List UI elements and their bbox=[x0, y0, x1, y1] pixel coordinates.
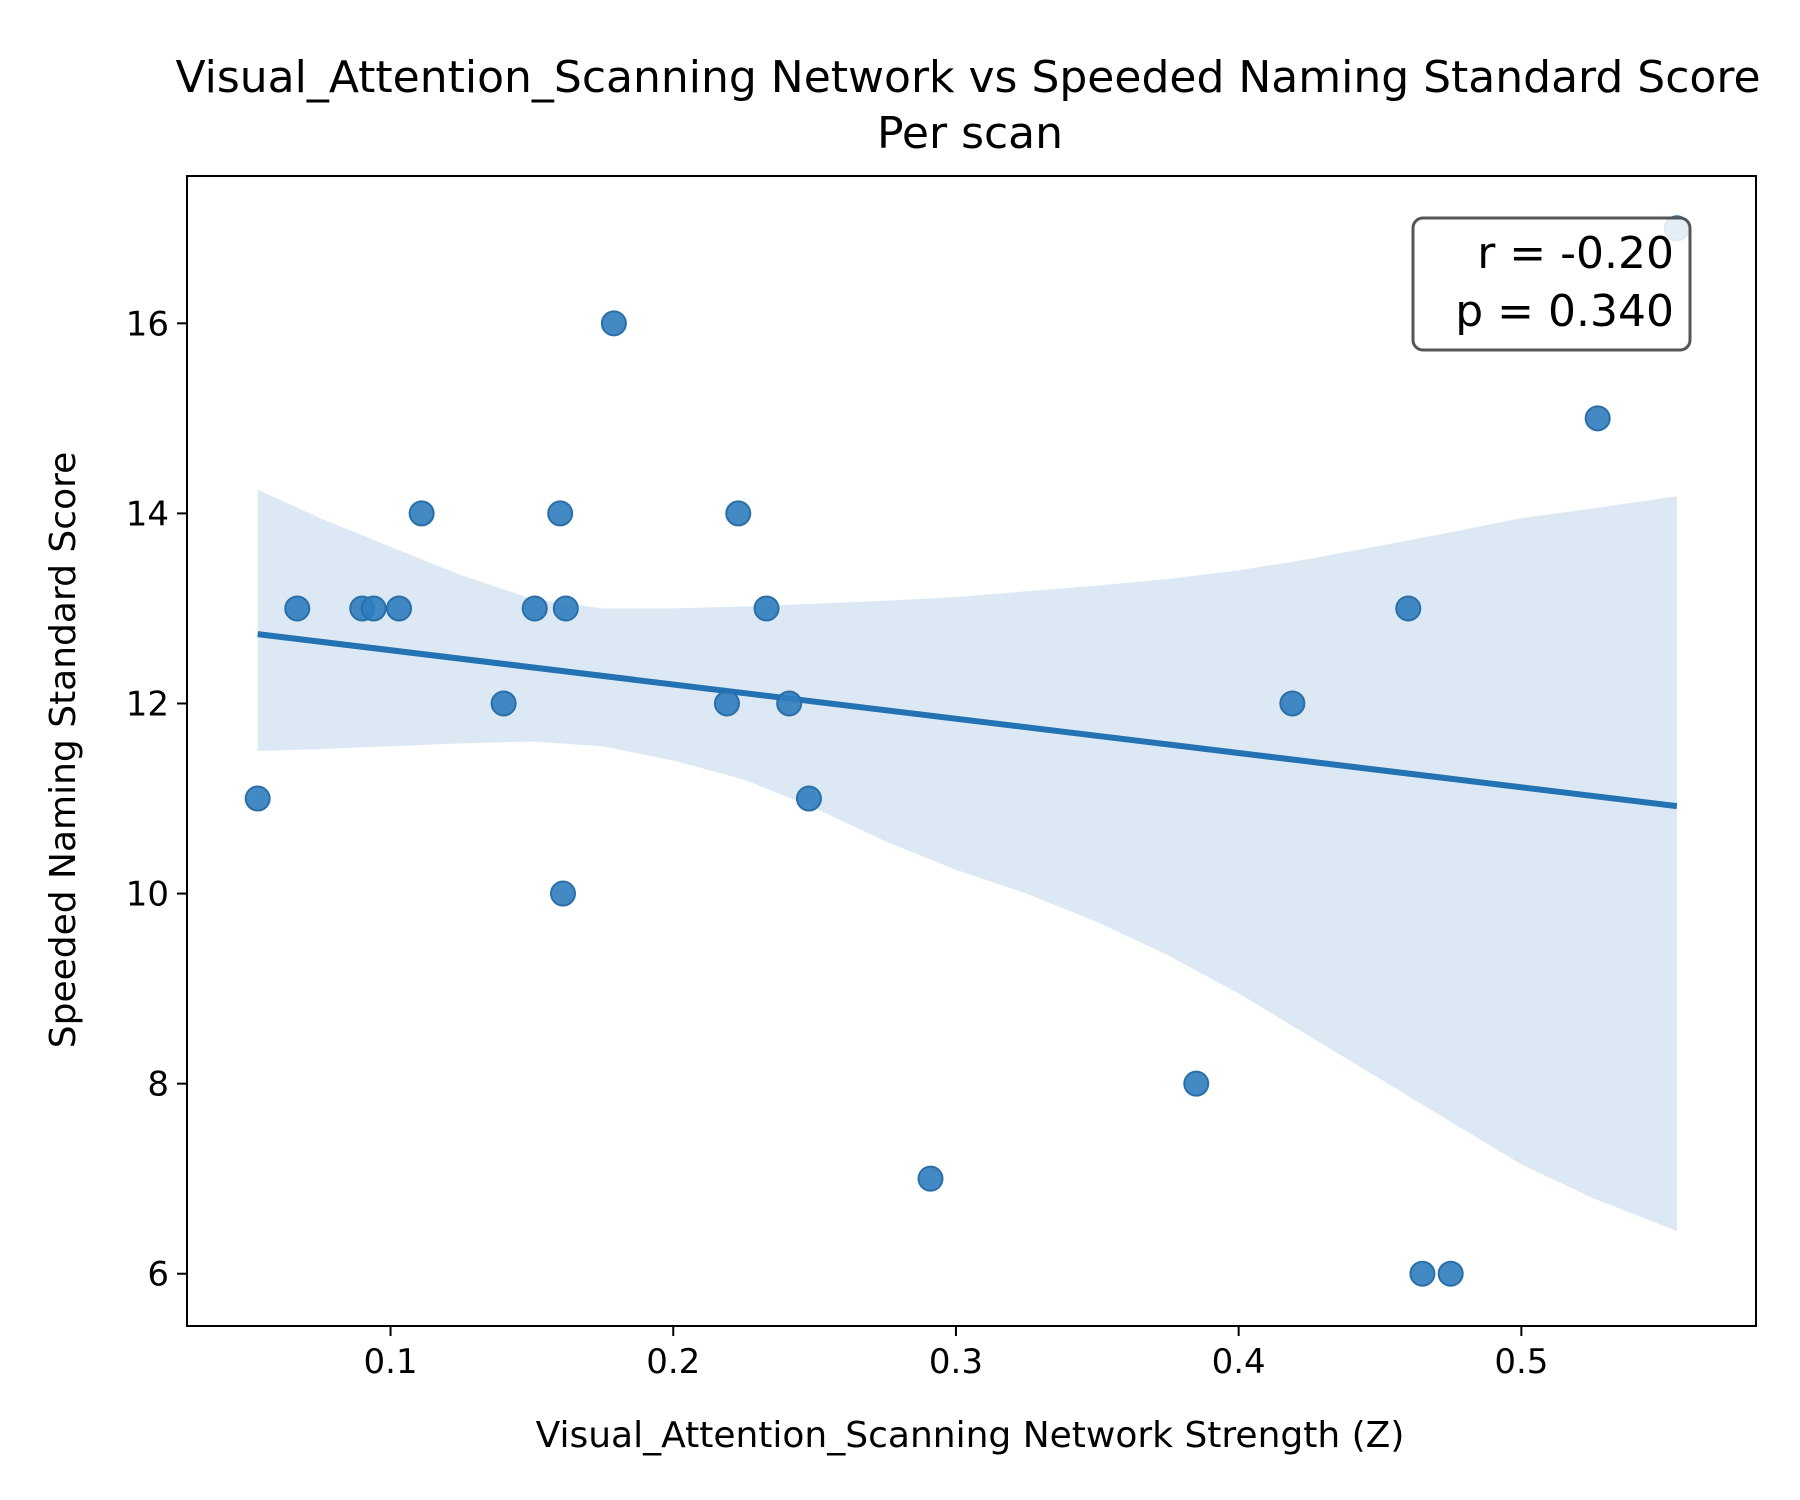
data-point bbox=[776, 690, 803, 717]
data-point bbox=[600, 310, 627, 337]
stats-box-frame bbox=[1411, 216, 1692, 352]
data-point bbox=[1409, 1260, 1436, 1287]
data-point bbox=[284, 595, 311, 622]
x-axis-label: Visual_Attention_Scanning Network Streng… bbox=[536, 1415, 1405, 1456]
x-tick-label: 0.4 bbox=[1212, 1342, 1266, 1382]
data-point bbox=[244, 785, 271, 812]
regression-line bbox=[257, 631, 1678, 810]
data-points-layer bbox=[244, 215, 1690, 1287]
y-tick-label: 10 bbox=[126, 875, 169, 915]
stats-box: r = -0.20 p = 0.340 bbox=[1411, 216, 1692, 352]
data-point bbox=[490, 690, 517, 717]
data-point bbox=[795, 785, 822, 812]
data-point bbox=[1584, 405, 1611, 432]
y-axis-ticks: 6 8 10 12 14 16 bbox=[126, 304, 187, 1295]
stats-r-value: r = -0.20 bbox=[1477, 228, 1674, 279]
data-point bbox=[1437, 1260, 1464, 1287]
x-axis-ticks: 0.1 0.2 0.3 0.4 0.5 bbox=[364, 1326, 1548, 1382]
data-point bbox=[1183, 1070, 1210, 1097]
x-tick-label: 0.2 bbox=[646, 1342, 700, 1382]
data-point bbox=[547, 500, 574, 527]
data-point bbox=[725, 500, 752, 527]
data-point bbox=[408, 500, 435, 527]
data-point bbox=[549, 880, 576, 907]
chart-title-line1: Visual_Attention_Scanning Network vs Spe… bbox=[175, 52, 1760, 103]
stats-p-value: p = 0.340 bbox=[1455, 286, 1674, 337]
data-point bbox=[753, 595, 780, 622]
data-point bbox=[386, 595, 413, 622]
regression-line-layer bbox=[257, 631, 1678, 810]
x-tick-label: 0.1 bbox=[364, 1342, 418, 1382]
y-tick-label: 12 bbox=[126, 684, 169, 724]
data-point bbox=[713, 690, 740, 717]
data-point bbox=[1395, 595, 1422, 622]
data-point bbox=[360, 595, 387, 622]
y-tick-label: 8 bbox=[147, 1065, 169, 1105]
y-tick-label: 14 bbox=[126, 494, 169, 534]
x-tick-label: 0.5 bbox=[1494, 1342, 1548, 1382]
data-point bbox=[1279, 690, 1306, 717]
chart-title-line2: Per scan bbox=[877, 108, 1063, 159]
data-point bbox=[917, 1165, 944, 1192]
y-axis-label: Speeded Naming Standard Score bbox=[43, 452, 84, 1049]
x-tick-label: 0.3 bbox=[929, 1342, 983, 1382]
y-tick-label: 6 bbox=[147, 1255, 169, 1295]
data-point bbox=[552, 595, 579, 622]
y-tick-label: 16 bbox=[126, 304, 169, 344]
plot-frame bbox=[186, 175, 1757, 1327]
data-point bbox=[521, 595, 548, 622]
